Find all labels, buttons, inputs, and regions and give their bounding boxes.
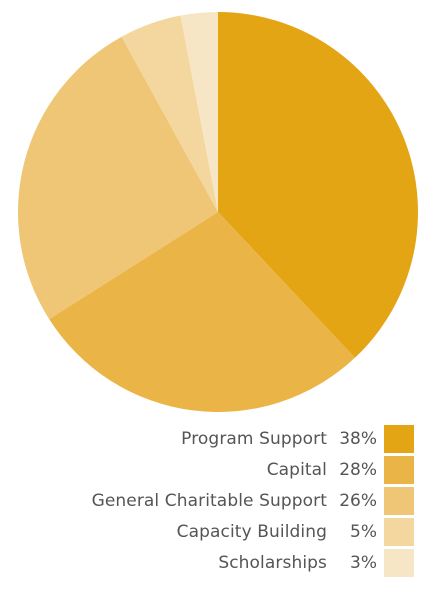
legend-item-general-charitable-support: General Charitable Support 26% bbox=[92, 486, 414, 516]
pie-slice-capital bbox=[49, 212, 355, 413]
legend-item-program-support: Program Support 38% bbox=[181, 424, 414, 454]
pie-slice-capacity-building bbox=[121, 15, 218, 213]
legend-label: Capacity Building bbox=[176, 522, 327, 542]
pie-slice-general-charitable-support bbox=[17, 36, 218, 320]
legend-item-capacity-building: Capacity Building 5% bbox=[177, 517, 414, 547]
legend-value: 3% bbox=[350, 553, 377, 573]
legend-value: 26% bbox=[339, 491, 377, 511]
legend-label: Program Support bbox=[181, 429, 327, 449]
legend-value: 5% bbox=[350, 522, 377, 542]
legend-value: 38% bbox=[339, 429, 377, 449]
legend-swatch bbox=[384, 487, 414, 515]
legend-swatch bbox=[384, 456, 414, 484]
pie-slice-scholarships bbox=[180, 11, 218, 212]
legend-label: Scholarships bbox=[218, 553, 327, 573]
legend-label: General Charitable Support bbox=[91, 491, 327, 511]
legend-value: 28% bbox=[339, 460, 377, 480]
pie-slice-program-support bbox=[218, 12, 418, 358]
legend-item-capital: Capital 28% bbox=[267, 455, 414, 485]
legend-swatch bbox=[384, 518, 414, 546]
legend-label: Capital bbox=[266, 460, 327, 480]
pie-chart bbox=[17, 11, 418, 413]
legend-item-scholarships: Scholarships 3% bbox=[218, 548, 414, 578]
legend-swatch bbox=[384, 425, 414, 453]
legend-swatch bbox=[384, 549, 414, 577]
